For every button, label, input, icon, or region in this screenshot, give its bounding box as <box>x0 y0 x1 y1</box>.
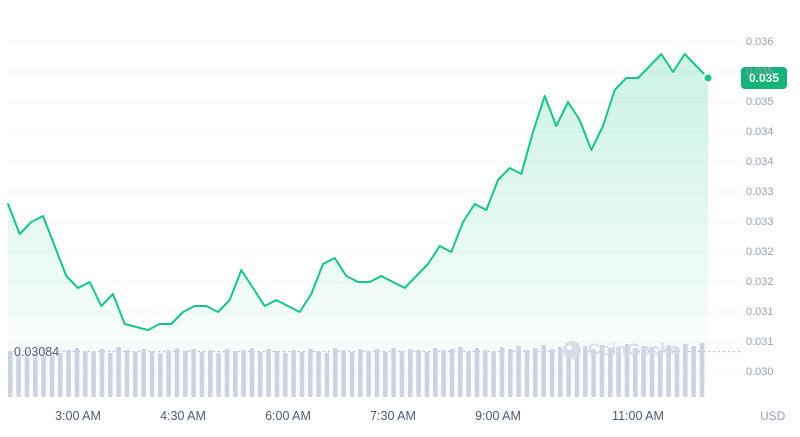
crypto-price-chart: 0.035 0.03084 USD CoinGecko 0.036 0.035 0.… <box>0 0 800 437</box>
chart-canvas[interactable] <box>0 0 800 437</box>
